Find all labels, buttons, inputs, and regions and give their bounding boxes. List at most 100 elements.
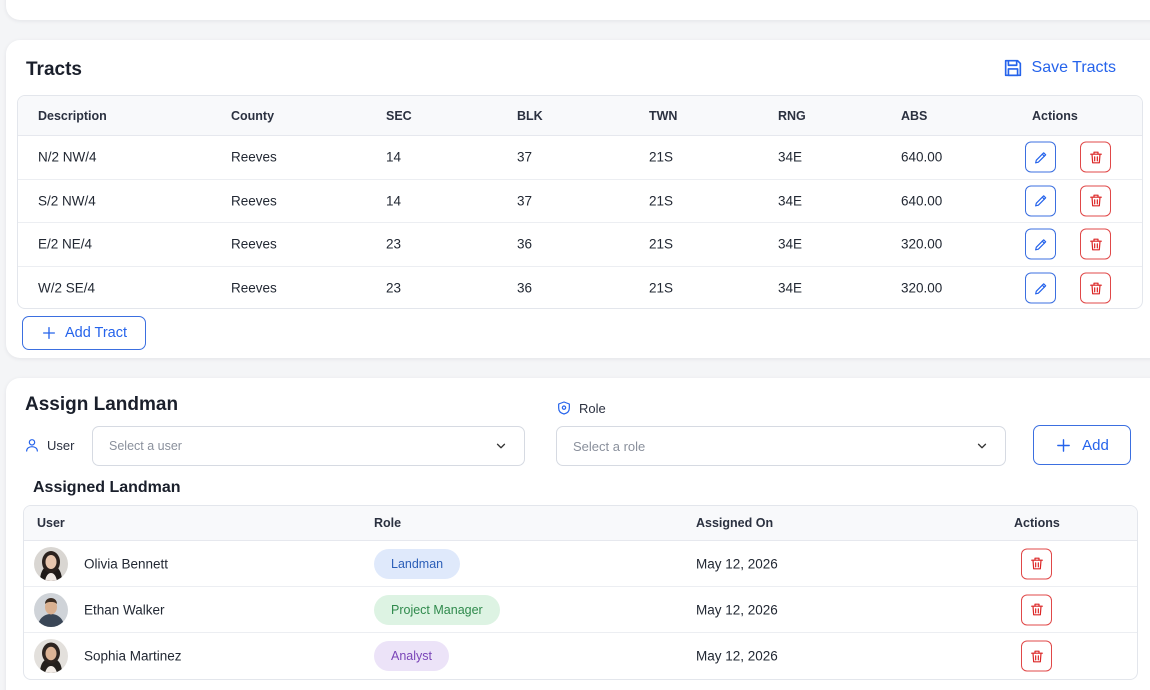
assigned-landman-table: User Role Assigned On Actions Olivia Ben… <box>23 505 1138 680</box>
col-description: Description <box>38 108 107 123</box>
trash-icon <box>1089 238 1102 251</box>
user-label-text: User <box>47 437 75 453</box>
tract-description: E/2 NE/4 <box>38 236 93 252</box>
tract-description: N/2 NW/4 <box>38 149 97 165</box>
tract-sec: 14 <box>386 149 402 165</box>
shield-icon <box>558 401 570 415</box>
delete-tract-button[interactable] <box>1080 228 1111 260</box>
col-sec: SEC <box>386 108 412 123</box>
user-select[interactable]: Select a user <box>92 426 525 466</box>
role-badge: Analyst <box>374 641 449 671</box>
delete-assignment-button[interactable] <box>1021 640 1052 672</box>
role-select[interactable]: Select a role <box>556 426 1006 466</box>
col-user: User <box>37 516 65 530</box>
assign-landman-title: Assign Landman <box>25 394 179 415</box>
delete-assignment-button[interactable] <box>1021 548 1052 579</box>
add-landman-label: Add <box>1082 436 1109 454</box>
top-card <box>6 0 1150 20</box>
trash-icon <box>1030 557 1043 570</box>
role-select-placeholder: Select a role <box>573 438 646 454</box>
pencil-icon <box>1034 195 1046 207</box>
tract-rng: 34E <box>778 236 803 252</box>
tract-twn: 21S <box>649 149 674 165</box>
chevron-down-icon <box>977 443 987 449</box>
assigned-user-name: Sophia Martinez <box>84 648 182 664</box>
tract-rng: 34E <box>778 149 803 165</box>
trash-icon <box>1089 151 1102 164</box>
tract-sec: 23 <box>386 280 402 296</box>
edit-tract-button[interactable] <box>1025 272 1056 304</box>
tract-description: W/2 SE/4 <box>38 280 96 296</box>
add-tract-label: Add Tract <box>64 325 128 341</box>
role-field-label: Role <box>556 400 606 416</box>
edit-tract-button[interactable] <box>1025 228 1056 260</box>
col-abs: ABS <box>901 108 928 123</box>
tract-row: S/2 NW/4 Reeves 14 37 21S 34E 640.00 <box>18 180 1142 223</box>
tract-row: E/2 NE/4 Reeves 23 36 21S 34E 320.00 <box>18 223 1142 267</box>
tract-row: N/2 NW/4 Reeves 14 37 21S 34E 640.00 <box>18 136 1142 180</box>
role-badge: Landman <box>374 548 461 579</box>
tract-abs: 640.00 <box>901 149 943 165</box>
tract-blk: 36 <box>517 236 533 252</box>
tract-blk: 37 <box>517 149 533 165</box>
add-tract-button[interactable]: Add Tract <box>22 316 146 350</box>
tracts-table-header: Description County SEC BLK TWN RNG ABS A… <box>18 96 1142 136</box>
tract-abs: 320.00 <box>901 280 943 296</box>
assigned-landman-title: Assigned Landman <box>33 479 181 496</box>
plus-icon <box>1057 438 1071 452</box>
delete-assignment-button[interactable] <box>1021 594 1052 625</box>
tract-description: S/2 NW/4 <box>38 193 96 209</box>
tract-abs: 640.00 <box>901 193 943 209</box>
user-select-placeholder: Select a user <box>109 439 182 453</box>
col-actions: Actions <box>1032 108 1078 123</box>
tract-sec: 14 <box>386 193 402 209</box>
assigned-row: Sophia Martinez Analyst May 12, 2026 <box>24 633 1137 679</box>
pencil-icon <box>1034 151 1046 164</box>
delete-tract-button[interactable] <box>1080 272 1111 304</box>
assigned-user-name: Ethan Walker <box>84 602 165 617</box>
chevron-down-icon <box>496 443 506 449</box>
tract-blk: 37 <box>517 193 533 209</box>
tract-county: Reeves <box>231 236 277 252</box>
col-rng: RNG <box>778 108 806 123</box>
tract-row: W/2 SE/4 Reeves 23 36 21S 34E 320.00 <box>18 267 1142 309</box>
delete-tract-button[interactable] <box>1080 141 1111 173</box>
delete-tract-button[interactable] <box>1080 185 1111 217</box>
assigned-on-date: May 12, 2026 <box>696 648 778 664</box>
col-role: Role <box>374 516 402 530</box>
tract-county: Reeves <box>231 193 277 209</box>
avatar <box>34 639 68 673</box>
avatar <box>34 592 68 627</box>
user-field-label: User <box>24 437 74 453</box>
tract-abs: 320.00 <box>901 236 943 252</box>
floppy-disk-icon <box>1004 59 1021 77</box>
tracts-table: Description County SEC BLK TWN RNG ABS A… <box>17 95 1143 309</box>
assigned-on-date: May 12, 2026 <box>696 602 778 617</box>
trash-icon <box>1089 282 1102 295</box>
edit-tract-button[interactable] <box>1025 141 1056 173</box>
col-actions: Actions <box>1014 516 1060 530</box>
assigned-row: Ethan Walker Project Manager May 12, 2026 <box>24 587 1137 633</box>
tract-rng: 34E <box>778 193 803 209</box>
user-icon <box>26 439 38 452</box>
trash-icon <box>1030 650 1043 662</box>
tract-county: Reeves <box>231 280 277 296</box>
tract-twn: 21S <box>649 236 674 252</box>
assigned-user-name: Olivia Bennett <box>84 556 169 571</box>
tracts-title: Tracts <box>26 59 82 80</box>
tract-county: Reeves <box>231 149 277 165</box>
trash-icon <box>1030 603 1043 616</box>
col-blk: BLK <box>517 108 543 123</box>
edit-tract-button[interactable] <box>1025 185 1056 217</box>
pencil-icon <box>1034 282 1046 295</box>
role-badge: Project Manager <box>374 594 500 625</box>
save-tracts-label: Save Tracts <box>1031 59 1116 76</box>
tract-twn: 21S <box>649 280 674 296</box>
save-tracts-button[interactable]: Save Tracts <box>1002 57 1116 79</box>
tract-rng: 34E <box>778 280 803 296</box>
add-landman-button[interactable]: Add <box>1033 425 1131 465</box>
avatar <box>34 546 68 581</box>
col-assigned-on: Assigned On <box>696 516 774 530</box>
assigned-on-date: May 12, 2026 <box>696 556 778 571</box>
tract-sec: 23 <box>386 236 402 252</box>
